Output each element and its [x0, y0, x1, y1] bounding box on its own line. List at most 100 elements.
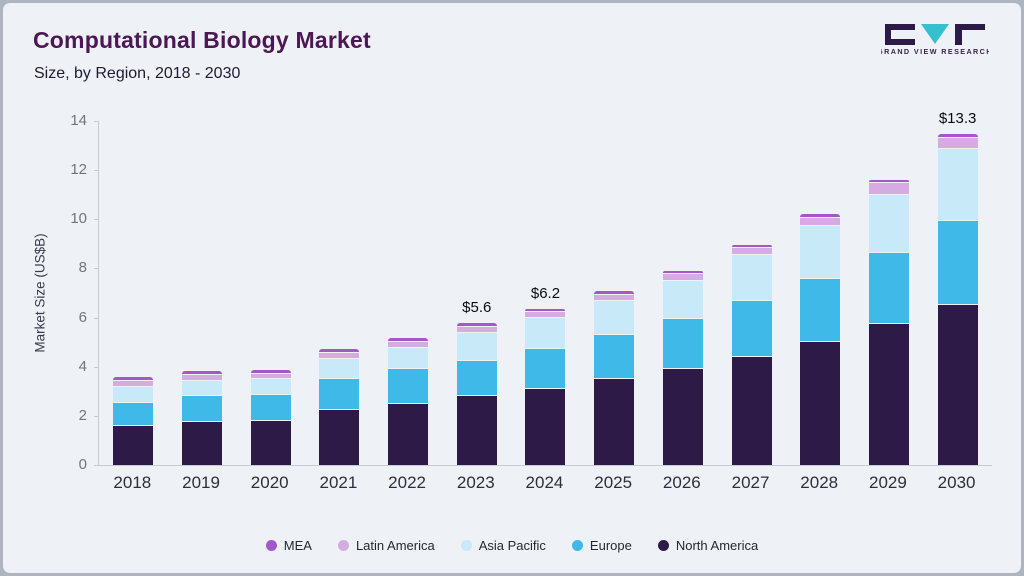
bar-segment-mea [800, 214, 841, 217]
bar-segment-europe [868, 252, 909, 323]
bar-segment-latin-america [731, 248, 772, 255]
y-axis-title: Market Size (US$B) [32, 233, 48, 353]
legend-item-north-america: North America [657, 538, 759, 553]
legend-item-latin-america: Latin America [337, 538, 435, 553]
bar-column-2030: $13.3 [923, 110, 992, 465]
bar-segment-mea [731, 244, 772, 248]
bar-column-2026 [649, 121, 718, 465]
bar-segment-asia-pacific [113, 386, 154, 402]
bar-column-2019 [168, 121, 237, 465]
legend-item-europe: Europe [571, 538, 632, 553]
stacked-bar [800, 214, 841, 465]
x-tick-label: 2023 [456, 473, 495, 492]
gvr-logo-text: GRAND VIEW RESEARCH [881, 47, 989, 56]
bar-segment-north-america [182, 422, 223, 465]
y-tick-label: 12 [70, 161, 87, 179]
bar-value-label: $6.2 [530, 284, 561, 302]
x-tick-label: 2020 [250, 473, 289, 492]
y-tick-label: 6 [78, 308, 87, 326]
x-tick-label: 2021 [319, 473, 358, 492]
page-subtitle: Size, by Region, 2018 - 2030 [34, 65, 241, 82]
legend-swatch [337, 540, 349, 551]
gvr-logo-mark: GRAND VIEW RESEARCH [877, 24, 991, 56]
x-tick-label: 2026 [662, 473, 701, 492]
y-tick-label: 0 [78, 456, 87, 473]
bar-value-label: $5.6 [462, 299, 492, 317]
stacked-bar [113, 377, 154, 465]
bar-segment-latin-america [319, 352, 360, 358]
bar-column-2028 [786, 121, 855, 465]
bar-segment-asia-pacific [388, 347, 429, 369]
bars-container: $5.6 $6.2 $13.3 [99, 110, 992, 465]
y-tick-label: 10 [70, 210, 87, 228]
bar-column-2029 [855, 121, 924, 465]
bar-segment-europe [525, 348, 566, 388]
bar-segment-mea [456, 323, 497, 326]
x-tick-label: 2027 [731, 473, 770, 492]
bar-column-2018 [99, 121, 168, 465]
bar-segment-asia-pacific [525, 318, 566, 348]
x-tick-label: 2019 [182, 473, 220, 492]
x-tick-label: 2018 [113, 473, 152, 492]
legend-label: North America [675, 538, 759, 553]
stacked-bar [250, 370, 291, 465]
legend-swatch [657, 540, 669, 551]
bar-column-2021 [305, 121, 374, 465]
stacked-bar [388, 338, 429, 465]
bar-segment-europe [937, 220, 978, 305]
y-tick-mark [94, 317, 99, 319]
bar-segment-latin-america [388, 341, 429, 347]
bar-column-2023: $5.6 [442, 121, 511, 465]
bar-segment-mea [113, 377, 154, 380]
bar-segment-asia-pacific [731, 255, 772, 300]
y-tick-label: 2 [78, 406, 87, 424]
bar-segment-europe [250, 395, 291, 420]
bar-segment-north-america [868, 323, 909, 465]
y-tick-mark [94, 170, 99, 172]
bar-segment-north-america [456, 396, 497, 465]
bar-segment-asia-pacific [662, 281, 703, 319]
y-tick-label: 14 [70, 112, 87, 129]
legend-swatch [571, 540, 583, 551]
stacked-bar [731, 244, 772, 465]
bar-segment-north-america [388, 403, 429, 465]
legend-label: Asia Pacific [478, 538, 546, 553]
legend-label: MEA [283, 538, 312, 553]
bar-segment-north-america [250, 420, 291, 465]
bar-segment-europe [594, 335, 635, 378]
stacked-bar [594, 291, 635, 465]
bar-column-2027 [717, 121, 786, 465]
bar-segment-europe [662, 319, 703, 369]
stacked-bar [868, 179, 909, 465]
bar-segment-north-america [525, 388, 566, 465]
bar-segment-mea [868, 179, 909, 183]
bar-segment-mea [525, 308, 566, 312]
x-tick-label: 2028 [800, 473, 839, 492]
bar-segment-europe [800, 278, 841, 342]
stacked-bar [319, 349, 360, 465]
bar-segment-asia-pacific [937, 148, 978, 220]
bar-column-2020 [236, 121, 305, 465]
bar-column-2022 [374, 121, 443, 465]
bar-segment-europe [182, 396, 223, 421]
y-tick-label: 4 [78, 357, 87, 375]
bar-segment-north-america [594, 379, 635, 465]
bar-segment-latin-america [937, 137, 978, 148]
bar-segment-latin-america [594, 294, 635, 300]
bar-value-label: $13.3 [938, 110, 977, 128]
x-axis-labels: 2018 2019 2020 2021 2022 2023 2024 2025 2026 2027… [98, 473, 991, 493]
legend-item-asia-pacific: Asia Pacific [460, 538, 546, 553]
bar-segment-north-america [662, 369, 703, 465]
x-tick-label: 2029 [868, 473, 907, 492]
bar-segment-latin-america [662, 274, 703, 281]
y-tick-mark [94, 366, 99, 368]
stacked-bar [937, 134, 978, 465]
bar-segment-europe [731, 300, 772, 356]
legend-swatch [460, 540, 472, 551]
y-tick-mark [94, 268, 99, 270]
y-tick-label: 8 [78, 259, 87, 277]
legend-swatch [265, 540, 277, 551]
bar-segment-latin-america [456, 326, 497, 332]
bar-column-2024: $6.2 [511, 121, 580, 465]
